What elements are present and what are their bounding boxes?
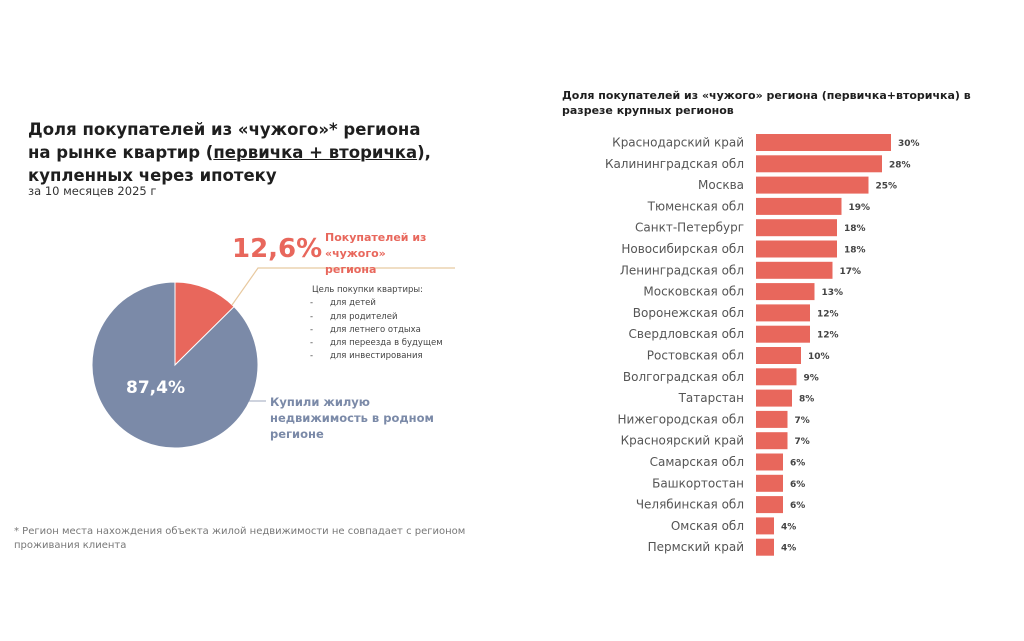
- bar: [756, 368, 797, 386]
- bar-value-label: 6%: [790, 480, 805, 490]
- bar-chart: Краснодарский край 30% Калининградская обл…: [605, 134, 920, 556]
- bar: [756, 176, 869, 194]
- purpose-item-label: для переезда в будущем: [330, 338, 443, 349]
- purpose-heading: Цель покупки квартиры:: [312, 285, 424, 295]
- bar: [756, 389, 792, 407]
- purpose-item-label: для летнего отдыха: [330, 324, 421, 335]
- bar-value-label: 25%: [876, 182, 898, 192]
- purpose-item: - для переезда в будущем: [310, 337, 443, 350]
- bar-category-label: Самарская обл: [650, 455, 744, 469]
- bullet-dash: -: [310, 298, 314, 309]
- bullet-dash: -: [310, 324, 314, 335]
- purpose-item: - для родителей: [310, 311, 443, 324]
- bar-category-label: Татарстан: [678, 391, 744, 405]
- bar-value-label: 7%: [795, 416, 810, 426]
- purpose-item: - для летнего отдыха: [310, 324, 443, 337]
- bar-category-label: Ростовская обл: [647, 349, 744, 363]
- bar-category-label: Московская обл: [643, 285, 744, 299]
- pie-chart-subtitle: за 10 месяцев 2025 г: [28, 184, 157, 198]
- bar-category-label: Новосибирская обл: [621, 242, 744, 256]
- bar-value-label: 7%: [795, 437, 810, 447]
- bullet-dash: -: [310, 311, 314, 322]
- bar: [756, 240, 837, 258]
- pie-slice-0: [174, 281, 235, 367]
- bar-chart-title: Доля покупателей из «чужого» региона (пе…: [562, 89, 971, 117]
- bar-category-label: Тюменская обл: [647, 199, 744, 213]
- bar: [756, 538, 774, 556]
- bar-value-label: 12%: [817, 331, 839, 341]
- bar-category-label: Челябинская обл: [636, 498, 744, 512]
- bar-category-label: Волгоградская обл: [623, 370, 744, 384]
- bar-value-label: 13%: [822, 288, 844, 298]
- purpose-item: - для детей: [310, 297, 443, 310]
- bar-category-label: Красноярский край: [621, 434, 744, 448]
- pie-slice-label-foreign: 12,6%: [232, 234, 323, 264]
- bar-value-label: 10%: [808, 352, 830, 362]
- bar-category-label: Пермский край: [648, 540, 744, 554]
- bar: [756, 155, 882, 173]
- bar: [756, 261, 833, 279]
- bar-category-label: Свердловская обл: [629, 327, 744, 341]
- purpose-item: - для инвестирования: [310, 350, 443, 363]
- purpose-item-label: для детей: [330, 298, 376, 309]
- pie-legend-home: Купили жилую недвижимость в родном регио…: [270, 395, 434, 441]
- leader-line: [231, 267, 455, 306]
- bar-value-label: 30%: [898, 139, 920, 149]
- purpose-item-label: для инвестирования: [330, 351, 423, 362]
- bullet-dash: -: [310, 338, 314, 349]
- bar-category-label: Омская обл: [671, 519, 744, 533]
- purchase-purpose-list: Цель покупки квартиры: - для детей - для ро…: [310, 284, 443, 364]
- bar: [756, 134, 891, 151]
- bar-value-label: 18%: [844, 246, 866, 256]
- bullet-dash: -: [310, 351, 314, 362]
- bar-value-label: 19%: [849, 203, 871, 213]
- bar: [756, 410, 788, 428]
- pie-chart-title: Доля покупателей из «чужого»* региона на…: [28, 118, 448, 187]
- bar-value-label: 4%: [781, 544, 796, 554]
- bar-category-label: Москва: [698, 178, 744, 192]
- bar: [756, 474, 783, 492]
- bar: [756, 432, 788, 450]
- bar-value-label: 12%: [817, 309, 839, 319]
- bar-category-label: Краснодарский край: [612, 136, 744, 150]
- pie-slice-1: [91, 281, 259, 449]
- purpose-item-label: для родителей: [330, 311, 398, 322]
- pie-slice-label-home: 87,4%: [126, 378, 185, 398]
- bar: [756, 453, 783, 471]
- bar: [756, 517, 774, 535]
- footnote: * Регион места нахождения объекта жилой …: [14, 526, 466, 551]
- bar: [756, 304, 810, 322]
- purpose-items: - для детей - для родителей - для летнего отд…: [310, 297, 443, 363]
- bar-value-label: 17%: [840, 267, 862, 277]
- bar: [756, 283, 815, 301]
- bar: [756, 496, 783, 514]
- bar: [756, 347, 801, 364]
- bar-category-label: Калининградская обл: [605, 157, 744, 171]
- bar-value-label: 18%: [844, 224, 866, 234]
- title-underlined-text: первичка + вторичка: [213, 143, 418, 162]
- bar-value-label: 6%: [790, 459, 805, 469]
- bar-value-label: 6%: [790, 501, 805, 511]
- bar-value-label: 4%: [781, 522, 796, 532]
- bar-value-label: 9%: [804, 373, 819, 383]
- title-text: Доля покупателей из «чужого»* региона на…: [28, 120, 421, 162]
- bar: [756, 197, 842, 215]
- bar: [756, 219, 837, 237]
- bar: [756, 325, 810, 343]
- bar-category-label: Санкт-Петербург: [635, 221, 744, 235]
- bar-value-label: 28%: [889, 160, 911, 170]
- pie-legend-foreign: Покупателей из «чужого» региона: [325, 231, 427, 276]
- bar-category-label: Нижегородская обл: [617, 412, 744, 426]
- bar-category-label: Башкортостан: [652, 476, 744, 490]
- pie-chart: [91, 281, 259, 449]
- bar-value-label: 8%: [799, 395, 814, 405]
- bar-category-label: Ленинградская обл: [620, 263, 744, 277]
- bar-category-label: Воронежская обл: [633, 306, 744, 320]
- title-text-end: ), купленных через ипотеку: [28, 143, 431, 185]
